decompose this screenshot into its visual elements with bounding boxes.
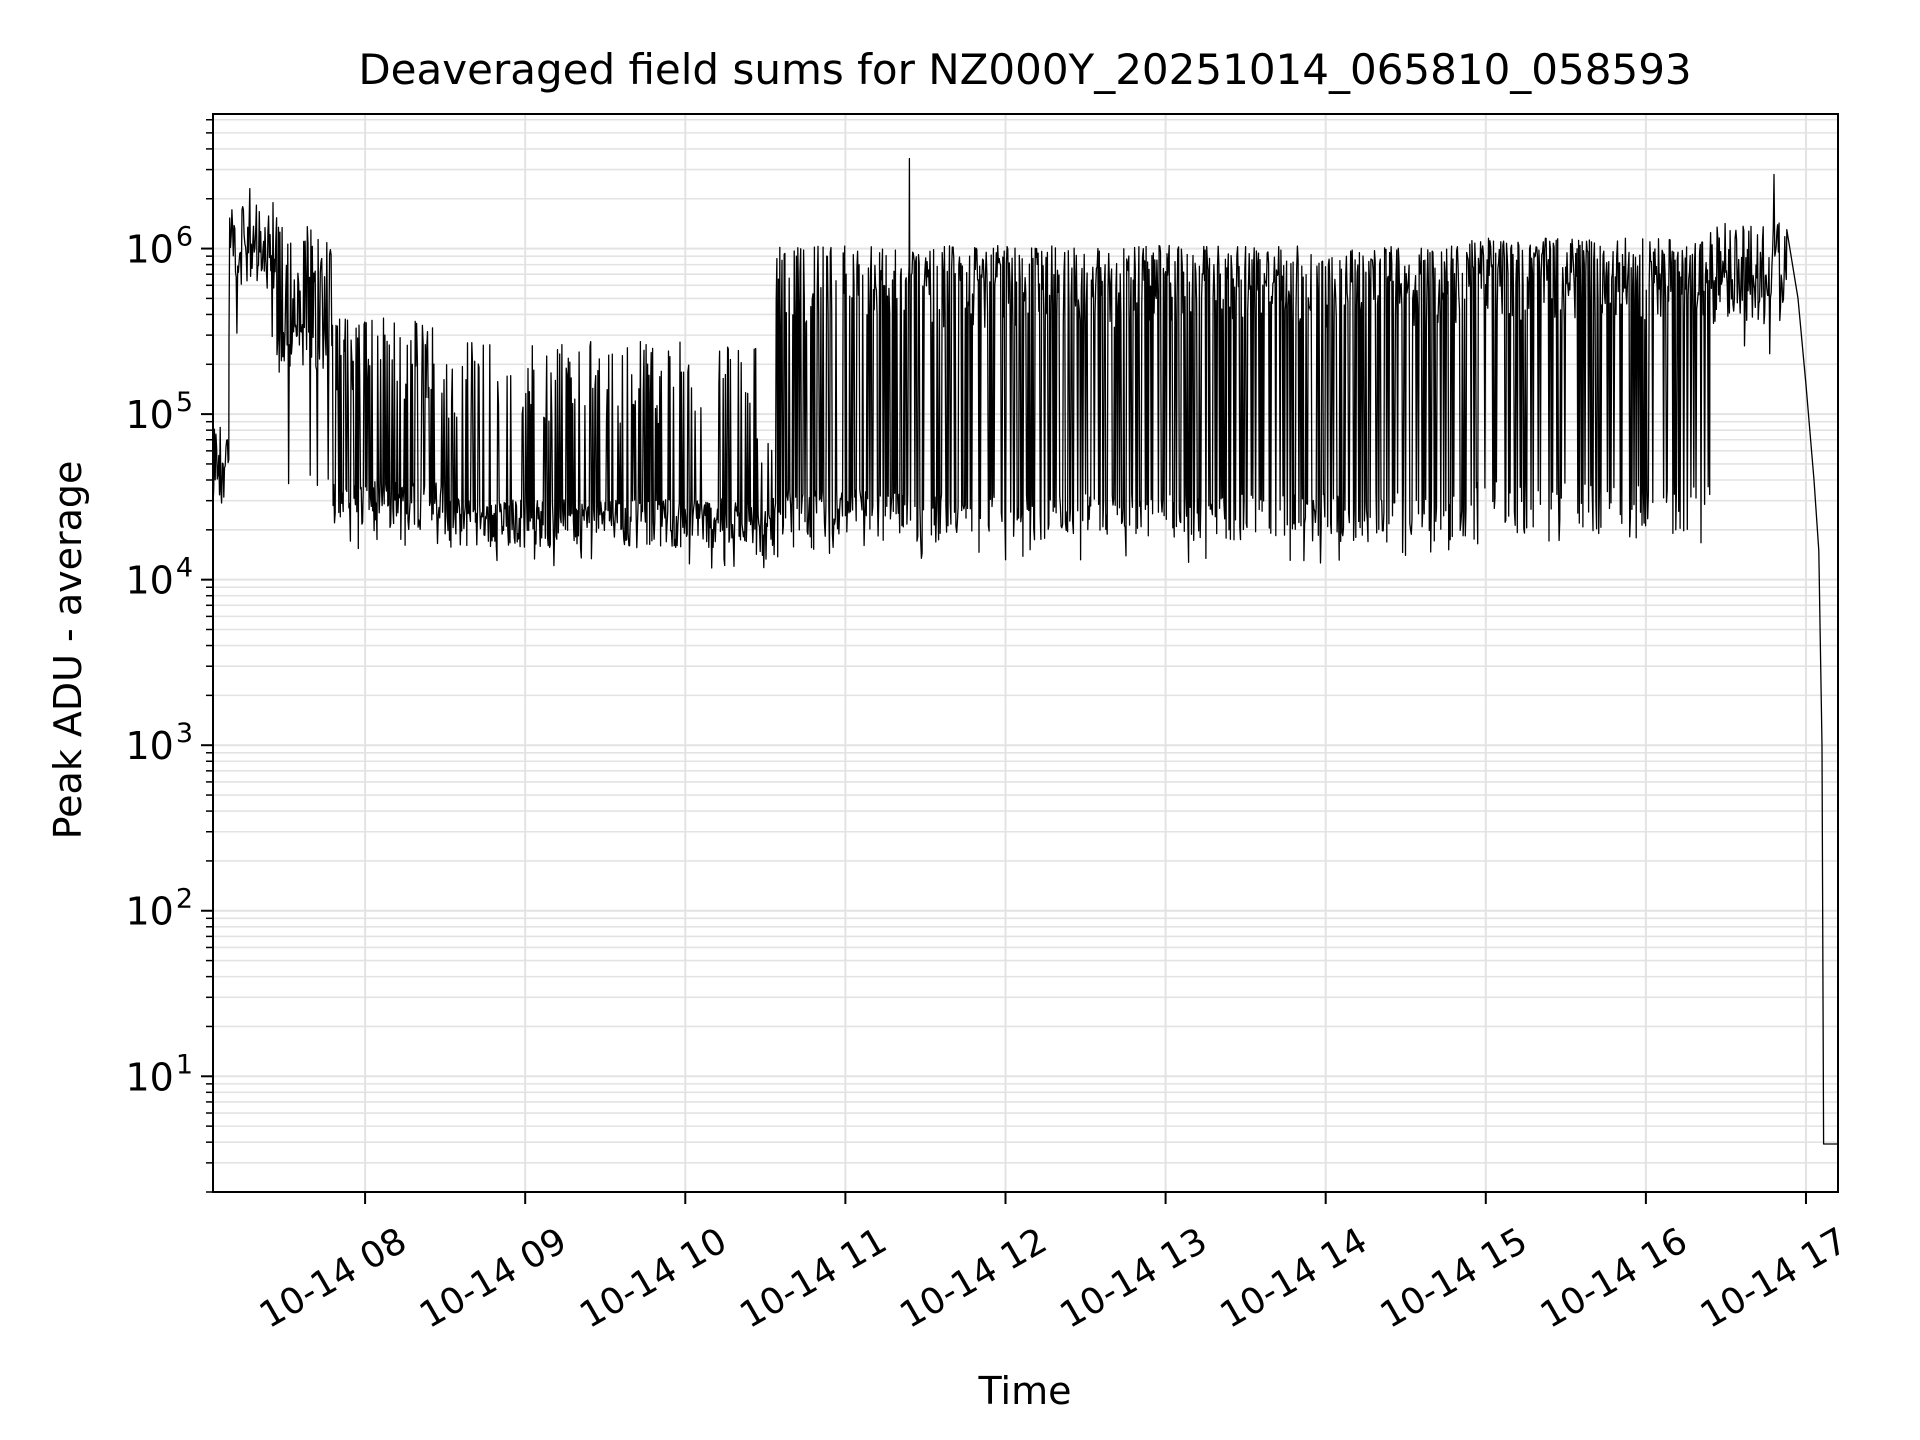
y-axis-label: Peak ADU - average xyxy=(46,461,90,840)
y-tick-label: 101 xyxy=(125,1049,193,1099)
y-tick-label: 105 xyxy=(125,387,193,437)
data-layer xyxy=(212,157,1838,1145)
chart-title: Deaveraged field sums for NZ000Y_2025101… xyxy=(358,45,1691,94)
y-tick-label: 103 xyxy=(125,718,193,768)
plot-frame xyxy=(212,113,1839,1193)
grid-layer xyxy=(213,114,1838,1193)
x-axis-label: Time xyxy=(978,1369,1072,1413)
y-tick-label: 106 xyxy=(125,222,193,272)
y-tick-label: 104 xyxy=(125,553,193,603)
data-series-line xyxy=(212,157,1838,1145)
y-tick-label: 102 xyxy=(125,884,193,934)
tick-layer xyxy=(201,119,1807,1204)
